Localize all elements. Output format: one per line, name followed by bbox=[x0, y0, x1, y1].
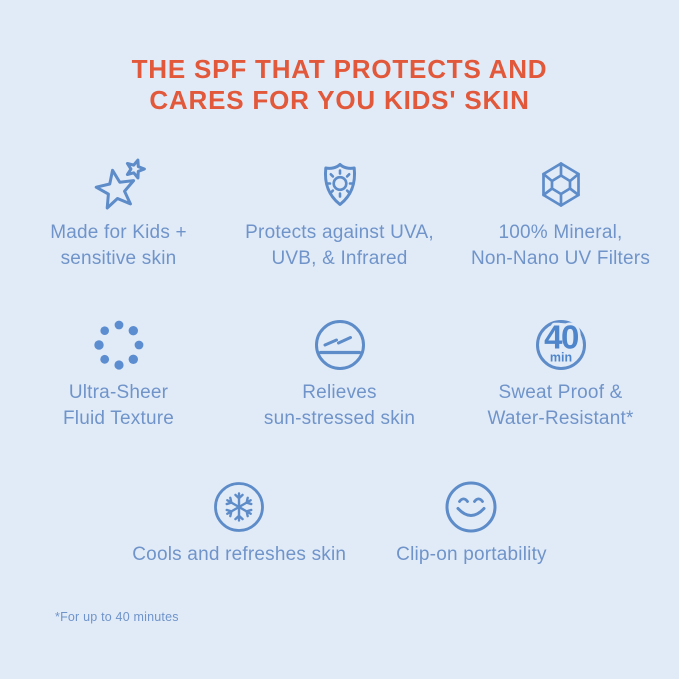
feature-uv-protection: Protects against UVA, UVB, & Infrared bbox=[229, 156, 450, 272]
dotted-circle-icon bbox=[91, 316, 147, 374]
forty-min-icon: 40 min bbox=[533, 316, 589, 374]
footnote: *For up to 40 minutes bbox=[55, 610, 179, 624]
feature-sweat-proof: 40 min Sweat Proof & Water-Resistant* bbox=[450, 316, 671, 432]
smiley-icon bbox=[443, 478, 499, 536]
feature-label: Ultra-Sheer Fluid Texture bbox=[62, 382, 175, 429]
star-icon bbox=[91, 156, 147, 214]
feature-made-for-kids: Made for Kids + sensitive skin bbox=[8, 156, 229, 272]
feature-clip-on: Clip-on portability bbox=[396, 478, 547, 568]
features-bottom-row: Cools and refreshes skin Clip-on portabi… bbox=[0, 478, 679, 568]
relief-icon bbox=[312, 316, 368, 374]
feature-mineral-filters: 100% Mineral, Non-Nano UV Filters bbox=[450, 156, 671, 272]
page-title: THE SPF THAT PROTECTS AND CARES FOR YOU … bbox=[131, 54, 548, 115]
feature-label: 100% Mineral, Non-Nano UV Filters bbox=[470, 222, 651, 269]
feature-label: Relieves sun-stressed skin bbox=[263, 382, 416, 429]
feature-ultra-sheer: Ultra-Sheer Fluid Texture bbox=[8, 316, 229, 432]
feature-label: Clip-on portability bbox=[396, 544, 547, 565]
snowflake-icon bbox=[211, 478, 267, 536]
mineral-gem-icon bbox=[533, 156, 589, 214]
feature-relieves-skin: Relieves sun-stressed skin bbox=[229, 316, 450, 432]
feature-label: Sweat Proof & Water-Resistant* bbox=[487, 382, 634, 429]
forty-min-unit: min bbox=[549, 351, 571, 365]
feature-label: Made for Kids + sensitive skin bbox=[50, 222, 187, 269]
features-grid: Made for Kids + sensitive skin Protects … bbox=[8, 156, 671, 432]
feature-cools-skin: Cools and refreshes skin bbox=[132, 478, 346, 568]
shield-sun-icon bbox=[312, 156, 368, 214]
feature-label: Protects against UVA, UVB, & Infrared bbox=[245, 222, 434, 269]
feature-label: Cools and refreshes skin bbox=[132, 544, 347, 565]
forty-min-value: 40 bbox=[544, 319, 578, 356]
